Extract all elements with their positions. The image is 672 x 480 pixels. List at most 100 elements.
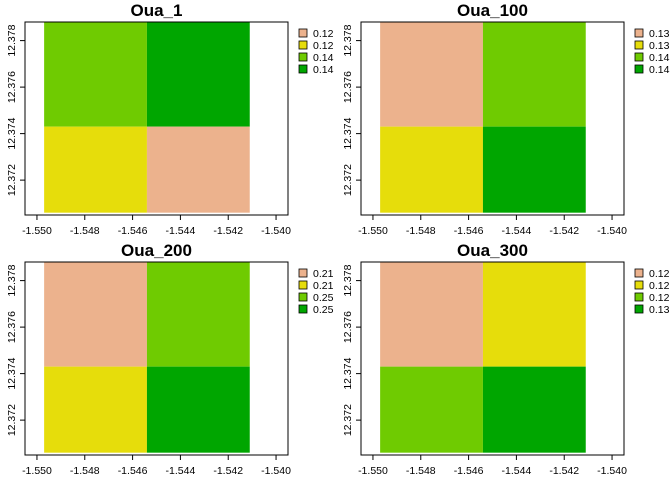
x-tick-label: -1.548 (406, 225, 436, 237)
legend-swatch (634, 52, 644, 62)
raster-cell-top-right (146, 262, 250, 367)
x-tick-label: -1.542 (549, 465, 579, 477)
x-tick-label: -1.546 (454, 465, 484, 477)
panel-3: Oua_300 -1.550 -1.548 -1.546 -1.544 -1.542 -1.… (342, 241, 670, 477)
raster-cell-top-right (482, 22, 586, 127)
legend-swatch (634, 304, 644, 314)
legend-swatch (634, 280, 644, 290)
legend-swatch (298, 280, 308, 290)
y-tick-label: 12.378 (342, 264, 354, 296)
raster-cell-bottom-left (380, 126, 483, 213)
legend-label: 0.12 (313, 28, 334, 40)
legend-label: 0.25 (313, 304, 334, 316)
y-tick-label: 12.374 (6, 357, 18, 389)
raster-cell-bottom-right (482, 126, 586, 213)
x-tick-label: -1.542 (213, 225, 243, 237)
y-tick-label: 12.372 (6, 404, 18, 436)
legend-label: 0.13 (649, 40, 670, 52)
legend-swatch (298, 292, 308, 302)
panel-title: Oua_100 (457, 1, 528, 20)
y-tick-label: 12.376 (6, 71, 18, 103)
legend-label: 0.14 (313, 64, 334, 76)
y-tick-label: 12.374 (6, 117, 18, 149)
x-tick-label: -1.546 (118, 225, 148, 237)
y-tick-label: 12.378 (6, 264, 18, 296)
legend-label: 0.13 (649, 304, 670, 316)
legend-swatch (298, 304, 308, 314)
raster-cell-top-right (146, 22, 250, 127)
raster-cell-bottom-right (482, 366, 586, 453)
x-tick-label: -1.544 (166, 225, 196, 237)
legend-label: 0.21 (313, 268, 334, 280)
y-tick-label: 12.376 (6, 311, 18, 343)
x-tick-label: -1.540 (261, 465, 291, 477)
panel-0: Oua_1 -1.550 -1.548 -1.546 -1.544 -1.542 -1.54… (6, 1, 334, 237)
legend-swatch (298, 268, 308, 278)
x-tick-label: -1.540 (597, 465, 627, 477)
y-tick-label: 12.378 (342, 24, 354, 56)
plot-frame (24, 261, 289, 456)
legend-swatch (634, 292, 644, 302)
x-tick-label: -1.550 (22, 465, 52, 477)
raster-cell-top-left (380, 262, 483, 367)
legend-label: 0.13 (649, 28, 670, 40)
raster-cell-bottom-left (44, 366, 147, 453)
y-tick-label: 12.372 (342, 404, 354, 436)
x-tick-label: -1.550 (358, 225, 388, 237)
legend-label: 0.12 (313, 40, 334, 52)
x-tick-label: -1.540 (597, 225, 627, 237)
y-tick-label: 12.376 (342, 71, 354, 103)
legend-swatch (298, 28, 308, 38)
raster-cell-bottom-right (146, 126, 250, 213)
y-tick-label: 12.372 (6, 164, 18, 196)
legend-label: 0.12 (649, 292, 670, 304)
raster-cell-bottom-right (146, 366, 250, 453)
x-tick-label: -1.548 (70, 225, 100, 237)
plot-frame (24, 21, 289, 216)
legend-label: 0.14 (649, 64, 670, 76)
legend-swatch (298, 52, 308, 62)
panel-title: Oua_300 (457, 241, 528, 260)
legend-swatch (298, 64, 308, 74)
raster-cell-top-right (482, 262, 586, 367)
raster-cell-bottom-left (380, 366, 483, 453)
legend-label: 0.14 (649, 52, 670, 64)
legend-label: 0.12 (649, 280, 670, 292)
x-tick-label: -1.544 (502, 465, 532, 477)
raster-cell-top-left (44, 262, 147, 367)
raster-cell-top-left (44, 22, 147, 127)
raster-cell-bottom-left (44, 126, 147, 213)
x-tick-label: -1.550 (358, 465, 388, 477)
legend-label: 0.14 (313, 52, 334, 64)
panel-title: Oua_1 (131, 1, 183, 20)
x-tick-label: -1.540 (261, 225, 291, 237)
legend-label: 0.21 (313, 280, 334, 292)
legend-label: 0.25 (313, 292, 334, 304)
x-tick-label: -1.542 (549, 225, 579, 237)
panel-1: Oua_100 -1.550 -1.548 -1.546 -1.544 -1.542 -1.… (342, 1, 670, 237)
legend-label: 0.12 (649, 268, 670, 280)
legend-swatch (634, 64, 644, 74)
y-tick-label: 12.372 (342, 164, 354, 196)
legend-swatch (634, 28, 644, 38)
plot-frame (360, 261, 625, 456)
legend-swatch (634, 268, 644, 278)
raster-cell-top-left (380, 22, 483, 127)
y-tick-label: 12.374 (342, 357, 354, 389)
panel-title: Oua_200 (121, 241, 192, 260)
plot-frame (360, 21, 625, 216)
y-tick-label: 12.378 (6, 24, 18, 56)
x-tick-label: -1.544 (502, 225, 532, 237)
x-tick-label: -1.544 (166, 465, 196, 477)
y-tick-label: 12.376 (342, 311, 354, 343)
x-tick-label: -1.550 (22, 225, 52, 237)
x-tick-label: -1.546 (454, 225, 484, 237)
x-tick-label: -1.542 (213, 465, 243, 477)
x-tick-label: -1.548 (406, 465, 436, 477)
y-tick-label: 12.374 (342, 117, 354, 149)
x-tick-label: -1.548 (70, 465, 100, 477)
legend-swatch (634, 40, 644, 50)
x-tick-label: -1.546 (118, 465, 148, 477)
panel-2: Oua_200 -1.550 -1.548 -1.546 -1.544 -1.542 -1.… (6, 241, 334, 477)
